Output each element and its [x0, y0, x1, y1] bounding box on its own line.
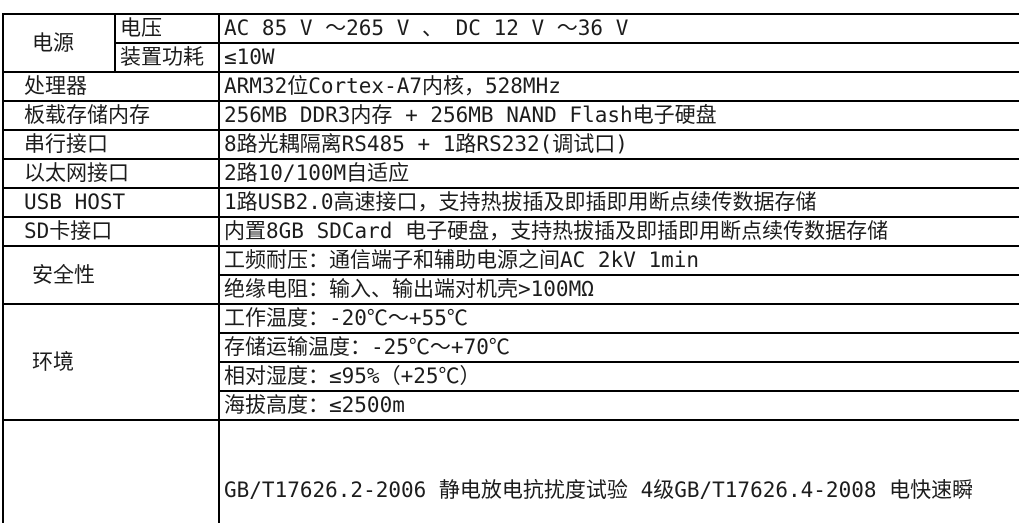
- cell-value-humidity: 相对湿度：≤95%（+25℃）: [218, 363, 1019, 392]
- row-onboard-memory: 板载存储内存 256MB DDR3内存 + 256MB NAND Flash电子…: [4, 102, 1019, 131]
- row-serial-interface: 串行接口 8路光耦隔离RS485 + 1路RS232(调试口): [4, 131, 1019, 160]
- cell-category-ethernet-interface: 以太网接口: [4, 160, 218, 189]
- cell-value-usb-host: 1路USB2.0高速接口，支持热拔插及即插即用断点续传数据存储: [218, 189, 1019, 218]
- row-emc: 电磁兼容检测 GB/T17626.2-2006 静电放电抗扰度试验 4级GB/T…: [4, 421, 1019, 523]
- cell-category-usb-host: USB HOST: [4, 189, 218, 218]
- cell-label-consumption: 装置功耗: [114, 44, 218, 73]
- row-sd-card: SD卡接口 内置8GB SDCard 电子硬盘，支持热拔插及即插即用断点续传数据…: [4, 218, 1019, 247]
- cell-value-consumption: ≤10W: [218, 44, 1019, 73]
- cell-category-sd-card: SD卡接口: [4, 218, 218, 247]
- cell-value-insulation-resistance: 绝缘电阻：输入、输出端对机壳>100MΩ: [218, 276, 1019, 305]
- row-power-voltage: 电源 电压 AC 85 V ～265 V 、 DC 12 V ～36 V: [4, 15, 1019, 73]
- cell-category-emc: 电磁兼容检测: [4, 421, 218, 523]
- row-usb-host: USB HOST 1路USB2.0高速接口，支持热拔插及即插即用断点续传数据存储: [4, 189, 1019, 218]
- cell-value-withstand-voltage: 工频耐压：通信端子和辅助电源之间AC 2kV 1min: [218, 247, 1019, 276]
- cell-category-onboard-memory: 板载存储内存: [4, 102, 218, 131]
- cell-value-serial-interface: 8路光耦隔离RS485 + 1路RS232(调试口): [218, 131, 1019, 160]
- row-env-operating-temp: 环境 工作温度：-20℃～+55℃: [4, 305, 1019, 421]
- cell-label-voltage: 电压: [114, 15, 218, 44]
- cell-category-processor: 处理器: [4, 73, 218, 102]
- row-safety-insulation: 绝缘电阻：输入、输出端对机壳>100MΩ: [4, 276, 1019, 305]
- cell-value-sd-card: 内置8GB SDCard 电子硬盘，支持热拔插及即插即用断点续传数据存储: [218, 218, 1019, 247]
- row-power-consumption: 装置功耗 ≤10W: [4, 44, 1019, 73]
- row-safety-withstand: 安全性 工频耐压：通信端子和辅助电源之间AC 2kV 1min: [4, 247, 1019, 305]
- row-env-storage-temp: 存储运输温度：-25℃～+70℃: [4, 334, 1019, 363]
- row-env-humidity: 相对湿度：≤95%（+25℃）: [4, 363, 1019, 392]
- cell-category-environment: 环境: [4, 305, 218, 421]
- cell-value-storage-temp: 存储运输温度：-25℃～+70℃: [218, 334, 1019, 363]
- document-page: 电源 电压 AC 85 V ～265 V 、 DC 12 V ～36 V 装置功…: [0, 13, 1019, 523]
- spec-table: 电源 电压 AC 85 V ～265 V 、 DC 12 V ～36 V 装置功…: [2, 13, 1019, 523]
- cell-category-safety: 安全性: [4, 247, 218, 305]
- cell-value-ethernet-interface: 2路10/100M自适应: [218, 160, 1019, 189]
- cell-category-power: 电源: [4, 15, 114, 73]
- row-ethernet-interface: 以太网接口 2路10/100M自适应: [4, 160, 1019, 189]
- emc-text-line-1: GB/T17626.2-2006 静电放电抗扰度试验 4级GB/T17626.4…: [224, 478, 974, 502]
- cell-value-emc: GB/T17626.2-2006 静电放电抗扰度试验 4级GB/T17626.4…: [218, 421, 1019, 523]
- cell-value-operating-temp: 工作温度：-20℃～+55℃: [218, 305, 1019, 334]
- cell-category-serial-interface: 串行接口: [4, 131, 218, 160]
- cell-value-onboard-memory: 256MB DDR3内存 + 256MB NAND Flash电子硬盘: [218, 102, 1019, 131]
- cell-value-processor: ARM32位Cortex-A7内核，528MHz: [218, 73, 1019, 102]
- row-env-altitude: 海拔高度：≤2500m: [4, 392, 1019, 421]
- cell-value-altitude: 海拔高度：≤2500m: [218, 392, 1019, 421]
- cell-value-voltage: AC 85 V ～265 V 、 DC 12 V ～36 V: [218, 15, 1019, 44]
- row-processor: 处理器 ARM32位Cortex-A7内核，528MHz: [4, 73, 1019, 102]
